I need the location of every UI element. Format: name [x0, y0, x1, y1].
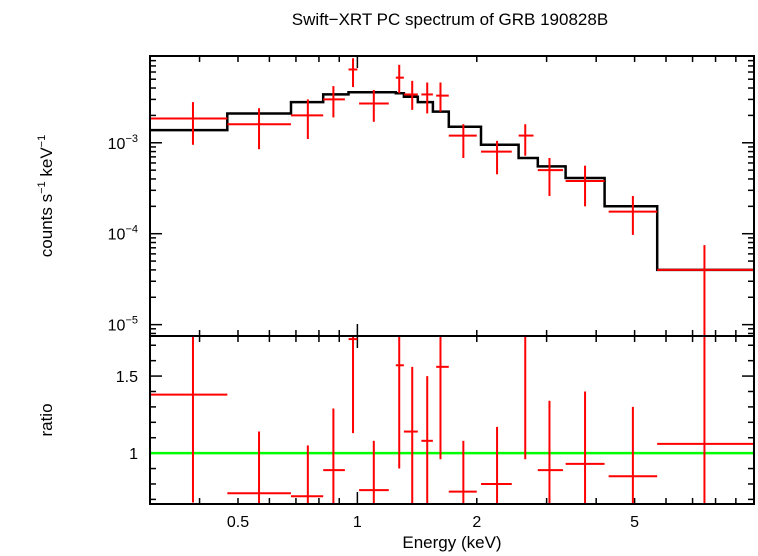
spectrum-data-point: [421, 82, 433, 114]
ratio-data-point: [359, 440, 389, 504]
spectrum-data-point: [481, 140, 512, 175]
y-tick-label: 1.5: [116, 369, 138, 386]
ratio-data-point: [608, 406, 658, 504]
ratio-data-point: [436, 336, 449, 460]
y-tick-label-base: 10: [108, 136, 126, 153]
y-tick-label-exponent: −4: [125, 224, 138, 236]
spectrum-data-point: [518, 124, 534, 156]
ratio-data-point: [227, 431, 291, 504]
ratio-data-point: [657, 336, 754, 504]
ratio-frame: [149, 335, 755, 505]
y-tick-label-exponent: −5: [125, 315, 138, 327]
x-tick-label: 5: [630, 514, 639, 531]
x-tick-labels: 0.5 1 2 5: [227, 514, 639, 531]
y-tick-label: 1: [129, 446, 138, 463]
spectrum-ticks: [149, 56, 755, 336]
spectrum-data-point: [150, 102, 228, 145]
ylabel-part-kev: keV: [37, 147, 56, 182]
x-tick-label: 0.5: [227, 514, 249, 531]
spectrum-data-point: [403, 80, 418, 110]
ratio-y-tick-labels: 11.5: [116, 369, 138, 463]
spectrum-data-point: [359, 90, 389, 122]
x-axis-label: Energy (keV): [402, 533, 501, 552]
spectrum-y-axis-label: counts s−1 keV−1: [36, 135, 56, 257]
spectrum-data-point: [323, 86, 345, 118]
spectrum-data-point: [227, 108, 291, 150]
ratio-panel: 11.5 0.5 1 2 5 ratio Energy (keV): [37, 335, 755, 552]
ratio-y-axis-label: ratio: [37, 403, 56, 436]
ratio-data-point: [448, 440, 477, 504]
model-step-line: [150, 90, 754, 272]
y-tick-label: 10−4: [108, 224, 138, 244]
ratio-data-point: [348, 336, 358, 434]
spectrum-data-point: [348, 58, 358, 88]
ratio-data-point: [537, 400, 564, 504]
y-tick-label: 10−3: [108, 133, 138, 153]
y-tick-label: 10−5: [108, 315, 138, 335]
y-tick-label-exponent: −3: [125, 133, 138, 145]
spectrum-data-point: [565, 165, 605, 207]
spectrum-data-point: [436, 82, 449, 112]
spectrum-data-point: [448, 124, 477, 159]
ratio-data-point: [421, 376, 433, 504]
x-tick-label: 1: [353, 514, 362, 531]
ratio-data-point: [395, 336, 404, 469]
spectrum-data-point: [608, 195, 658, 235]
model-histogram: [150, 90, 754, 272]
ratio-data-point: [323, 408, 345, 504]
ratio-data-point: [518, 335, 534, 460]
spectrum-frame: [149, 55, 755, 337]
ratio-data-point: [481, 426, 512, 504]
spectrum-data-point: [657, 245, 754, 336]
spectrum-data-point: [290, 99, 324, 140]
ratio-data-points: [150, 335, 754, 504]
chart-title: Swift−XRT PC spectrum of GRB 190828B: [292, 10, 608, 29]
ylabel-part-counts: counts s: [37, 194, 56, 257]
spectrum-data-points: [150, 58, 754, 336]
spectrum-y-tick-labels: 10−310−410−5: [108, 133, 138, 335]
ylabel-exp-2: −1: [36, 135, 48, 148]
spectrum-data-point: [537, 158, 564, 196]
y-tick-label-base: 10: [108, 227, 126, 244]
spectrum-data-point: [395, 64, 404, 94]
ylabel-exp-1: −1: [36, 181, 48, 194]
ratio-data-point: [150, 336, 228, 503]
spectrum-panel: 10−310−410−5 counts s−1 keV−1: [36, 55, 755, 337]
x-tick-label: 2: [472, 514, 481, 531]
ratio-data-point: [403, 366, 418, 504]
ratio-ticks: [149, 336, 755, 504]
ratio-data-point: [565, 391, 605, 504]
y-tick-label-base: 10: [108, 318, 126, 335]
ratio-data-point: [290, 445, 324, 504]
